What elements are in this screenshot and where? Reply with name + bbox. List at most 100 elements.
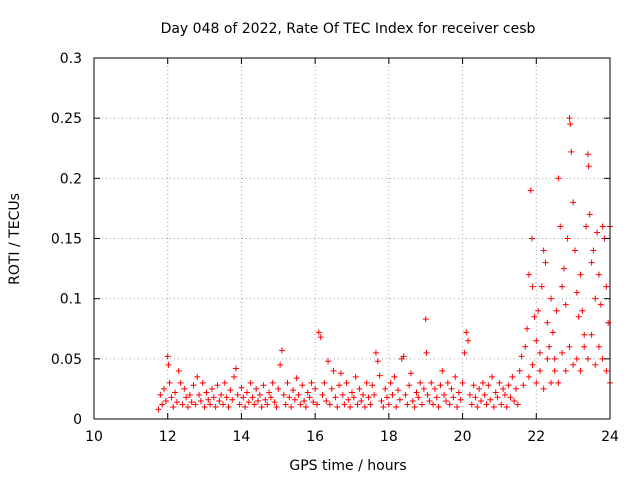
y-tick-label: 0.1 xyxy=(60,292,82,308)
data-point xyxy=(466,391,473,398)
data-point xyxy=(247,379,254,386)
data-point xyxy=(528,235,535,242)
data-point xyxy=(535,307,542,314)
data-point xyxy=(267,394,274,401)
data-point xyxy=(260,382,267,389)
data-point xyxy=(315,329,322,336)
data-point xyxy=(295,391,302,398)
data-point xyxy=(188,399,195,406)
data-point xyxy=(566,115,573,122)
data-point xyxy=(474,403,481,410)
data-point xyxy=(243,389,250,396)
data-point xyxy=(391,373,398,380)
data-point xyxy=(524,325,531,332)
data-point xyxy=(431,385,438,392)
data-point xyxy=(551,355,558,362)
data-point xyxy=(216,397,223,404)
data-point xyxy=(293,375,300,382)
data-point xyxy=(586,211,593,218)
data-point xyxy=(387,379,394,386)
data-point xyxy=(577,271,584,278)
data-point xyxy=(448,385,455,392)
data-point xyxy=(514,401,521,408)
data-point xyxy=(229,396,236,403)
data-point xyxy=(570,361,577,368)
data-point xyxy=(312,385,319,392)
data-point xyxy=(282,401,289,408)
data-point xyxy=(361,403,368,410)
x-tick-label: 12 xyxy=(159,429,177,445)
data-point xyxy=(426,397,433,404)
data-point xyxy=(509,373,516,380)
data-point xyxy=(597,301,604,308)
data-point xyxy=(559,349,566,356)
y-tick-label: 0.05 xyxy=(51,352,82,368)
data-point xyxy=(437,382,444,389)
data-point xyxy=(350,394,357,401)
data-point xyxy=(393,403,400,410)
data-point xyxy=(170,403,177,410)
data-point xyxy=(186,391,193,398)
data-point xyxy=(584,151,591,158)
x-tick-label: 10 xyxy=(85,429,103,445)
data-point xyxy=(299,382,306,389)
data-point xyxy=(157,391,164,398)
y-tick-label: 0.25 xyxy=(51,111,82,127)
data-point xyxy=(325,358,332,365)
data-point xyxy=(214,382,221,389)
data-point xyxy=(492,389,499,396)
data-point xyxy=(404,401,411,408)
data-point xyxy=(564,235,571,242)
data-point xyxy=(277,361,284,368)
data-point xyxy=(472,394,479,401)
data-point xyxy=(197,397,204,404)
data-point xyxy=(205,396,212,403)
data-point xyxy=(571,247,578,254)
data-point xyxy=(181,385,188,392)
data-point xyxy=(560,265,567,272)
data-point xyxy=(525,373,532,380)
x-tick-label: 18 xyxy=(380,429,398,445)
data-point xyxy=(374,358,381,365)
data-point xyxy=(548,295,555,302)
data-point xyxy=(400,353,407,360)
data-point xyxy=(419,401,426,408)
data-point xyxy=(199,379,206,386)
data-point xyxy=(413,389,420,396)
data-point xyxy=(540,385,547,392)
data-point xyxy=(424,391,431,398)
data-point xyxy=(548,379,555,386)
data-point xyxy=(360,391,367,398)
data-point xyxy=(389,391,396,398)
data-point xyxy=(463,329,470,336)
data-point xyxy=(349,389,355,396)
data-point xyxy=(553,307,560,314)
data-point xyxy=(520,382,527,389)
data-point xyxy=(581,343,588,350)
data-point xyxy=(184,403,191,410)
tick-labels: 10 12 14 16 18 20 22 24 0 0.05 0.1 0.15 0.2 0.25 0.3 xyxy=(51,51,619,445)
data-point xyxy=(354,401,361,408)
data-point xyxy=(212,403,219,410)
data-point xyxy=(470,382,477,389)
data-point xyxy=(203,389,210,396)
data-point xyxy=(306,394,313,401)
data-point xyxy=(402,391,409,398)
data-point xyxy=(483,401,490,408)
data-point xyxy=(452,373,459,380)
data-point xyxy=(430,401,437,408)
data-point xyxy=(516,367,523,374)
data-point xyxy=(579,307,586,314)
data-point xyxy=(446,401,453,408)
data-point xyxy=(172,389,179,396)
data-point xyxy=(465,337,472,344)
data-point xyxy=(210,394,217,401)
data-point xyxy=(533,337,540,344)
data-point xyxy=(406,382,413,389)
data-point xyxy=(396,396,403,403)
data-point xyxy=(326,401,333,408)
data-point xyxy=(166,379,173,386)
data-point xyxy=(439,367,446,374)
data-point xyxy=(585,163,592,170)
data-point xyxy=(542,259,549,266)
